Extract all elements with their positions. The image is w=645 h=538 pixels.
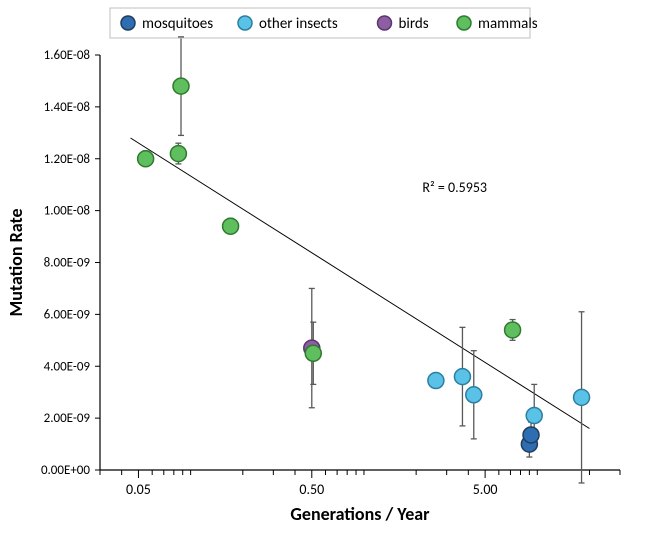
data-point bbox=[173, 78, 189, 94]
data-point bbox=[305, 345, 321, 361]
chart-svg: 0.00E+00 2.00E-09 4.00E-09 6.00E-09 8.00E-09… bbox=[0, 0, 645, 538]
data-point bbox=[526, 408, 542, 424]
legend-label: mammals bbox=[478, 15, 538, 33]
data-point bbox=[523, 427, 539, 443]
svg-text:5.00: 5.00 bbox=[473, 481, 498, 498]
legend-marker bbox=[238, 16, 252, 30]
svg-text:4.00E-09: 4.00E-09 bbox=[44, 359, 91, 374]
svg-text:1.60E-08: 1.60E-08 bbox=[44, 48, 91, 63]
legend-marker bbox=[121, 16, 135, 30]
svg-text:1.40E-08: 1.40E-08 bbox=[44, 100, 91, 115]
data-point bbox=[428, 373, 444, 389]
r-squared-label: R² = 0.5953 bbox=[422, 179, 487, 196]
svg-text:2.00E-09: 2.00E-09 bbox=[44, 411, 91, 426]
svg-text:0.05: 0.05 bbox=[126, 481, 151, 498]
data-point bbox=[466, 387, 482, 403]
svg-text:0.00E+00: 0.00E+00 bbox=[41, 463, 90, 478]
y-axis-label: Mutation Rate bbox=[5, 208, 27, 316]
data-point bbox=[574, 389, 590, 405]
data-point bbox=[170, 146, 186, 162]
data-point bbox=[454, 369, 470, 385]
svg-text:1.00E-08: 1.00E-08 bbox=[44, 204, 91, 219]
legend-label: other insects bbox=[259, 15, 338, 33]
legend-marker bbox=[378, 16, 392, 30]
data-point bbox=[505, 322, 521, 338]
legend-label: birds bbox=[399, 15, 429, 33]
legend-marker bbox=[457, 16, 471, 30]
svg-text:0.50: 0.50 bbox=[299, 481, 324, 498]
data-point bbox=[138, 151, 154, 167]
x-axis-label: Generations / Year bbox=[290, 503, 430, 525]
data-point bbox=[223, 218, 239, 234]
svg-text:6.00E-09: 6.00E-09 bbox=[44, 307, 91, 322]
scatter-chart: 0.00E+00 2.00E-09 4.00E-09 6.00E-09 8.00E-09… bbox=[0, 0, 645, 538]
svg-text:1.20E-08: 1.20E-08 bbox=[44, 152, 91, 167]
svg-text:8.00E-09: 8.00E-09 bbox=[44, 256, 91, 271]
legend-label: mosquitoes bbox=[142, 15, 213, 33]
